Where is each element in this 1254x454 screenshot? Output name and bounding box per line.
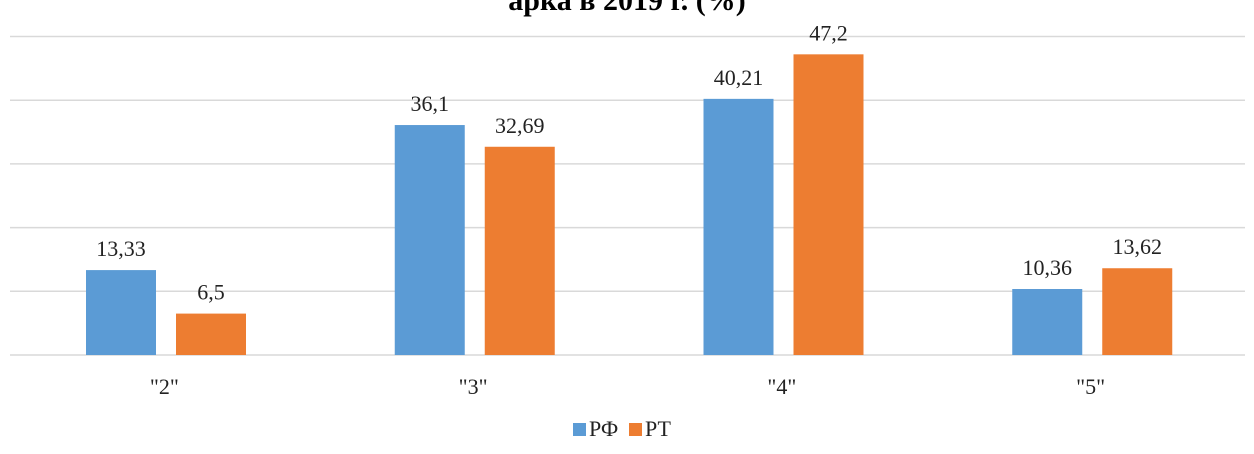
legend-label-РТ: РТ — [645, 416, 672, 441]
bar-РТ-3 — [484, 146, 555, 355]
bar-РФ-3 — [394, 125, 465, 355]
chart-title: арка в 2019 г. (%) — [508, 0, 745, 17]
bars — [86, 54, 1173, 355]
bar-РФ-4 — [703, 98, 774, 355]
legend: РФ РТ — [573, 416, 672, 441]
value-label-РТ-5: 13,62 — [1113, 234, 1163, 259]
category-label-3: "3" — [459, 374, 488, 399]
value-labels: 13,33 6,5 36,1 32,69 40,21 47,2 10,36 13,62 — [96, 20, 1162, 304]
bar-РФ-5 — [1012, 289, 1083, 355]
category-label-2: "2" — [150, 374, 179, 399]
value-label-РТ-2: 6,5 — [197, 280, 225, 305]
legend-swatch-РТ — [629, 423, 642, 436]
bar-РФ-2 — [86, 270, 156, 355]
legend-swatch-РФ — [573, 423, 586, 436]
bar-РТ-5 — [1102, 268, 1173, 355]
bar-РТ-2 — [176, 313, 246, 355]
bar-РТ-4 — [793, 54, 864, 355]
value-label-РФ-2: 13,33 — [96, 236, 146, 261]
value-label-РФ-3: 36,1 — [411, 91, 450, 116]
legend-label-РФ: РФ — [589, 416, 618, 441]
value-label-РФ-5: 10,36 — [1023, 255, 1073, 280]
value-label-РТ-3: 32,69 — [495, 113, 545, 138]
value-label-РФ-4: 40,21 — [714, 65, 764, 90]
category-label-4: "4" — [767, 374, 796, 399]
value-label-РТ-4: 47,2 — [809, 20, 848, 45]
x-axis: "2" "3" "4" "5" — [150, 374, 1105, 399]
category-label-5: "5" — [1076, 374, 1105, 399]
